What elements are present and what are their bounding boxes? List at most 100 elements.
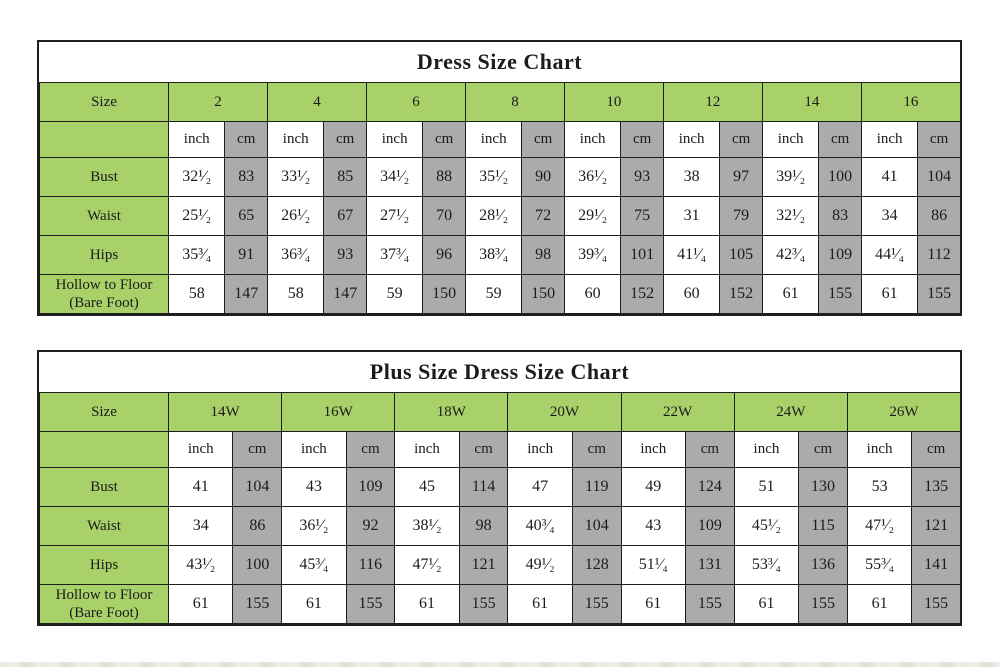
- unit-inch-cell: inch: [394, 431, 460, 468]
- cm-value-cell: 100: [232, 545, 283, 585]
- unit-cm-cell: cm: [323, 121, 367, 158]
- size-value-cell: 22W: [620, 392, 735, 432]
- unit-cm-cell: cm: [917, 121, 961, 158]
- cm-value-cell: 79: [719, 196, 763, 236]
- size-value-cell: 2: [168, 82, 268, 122]
- unit-cm-cell: cm: [232, 431, 283, 468]
- size-value-cell: 6: [365, 82, 466, 122]
- cm-value-cell: 86: [232, 506, 283, 546]
- cm-value-cell: 98: [521, 235, 565, 275]
- inch-value-cell: 58: [167, 274, 226, 314]
- cm-value-cell: 104: [917, 157, 961, 197]
- size-value-cell: 26W: [846, 392, 961, 432]
- unit-inch-cell: inch: [563, 121, 622, 158]
- cm-value-cell: 100: [818, 157, 862, 197]
- inch-value-cell: 47: [507, 467, 573, 507]
- unit-cm-cell: cm: [818, 121, 862, 158]
- inch-value-cell: 61: [167, 584, 234, 624]
- size-value-cell: 4: [266, 82, 367, 122]
- inch-value-cell: 32¹⁄₂: [761, 196, 820, 236]
- cm-value-cell: 112: [917, 235, 961, 275]
- measure-label-cell: Hollow to Floor (Bare Foot): [39, 584, 169, 624]
- measure-label-cell: Hollow to Floor (Bare Foot): [39, 274, 169, 314]
- cm-value-cell: 67: [323, 196, 367, 236]
- measure-label-cell: Hips: [39, 235, 169, 275]
- inch-value-cell: 40³⁄₄: [507, 506, 573, 546]
- inch-value-cell: 45¹⁄₂: [733, 506, 800, 546]
- cm-value-cell: 91: [224, 235, 268, 275]
- inch-value-cell: 38³⁄₄: [464, 235, 523, 275]
- unit-inch-cell: inch: [662, 121, 721, 158]
- cm-value-cell: 136: [798, 545, 848, 585]
- cm-value-cell: 155: [345, 584, 396, 624]
- inch-value-cell: 34: [167, 506, 234, 546]
- unit-cm-cell: cm: [422, 121, 466, 158]
- unit-inch-cell: inch: [266, 121, 325, 158]
- unit-cm-cell: cm: [521, 121, 565, 158]
- cm-value-cell: 114: [458, 467, 509, 507]
- size-value-cell: 14W: [167, 392, 283, 432]
- unit-cm-cell: cm: [571, 431, 622, 468]
- inch-value-cell: 41: [860, 157, 919, 197]
- cm-value-cell: 119: [571, 467, 622, 507]
- unit-inch-cell: inch: [167, 431, 234, 468]
- inch-value-cell: 49: [620, 467, 687, 507]
- cm-value-cell: 92: [345, 506, 396, 546]
- cm-value-cell: 101: [620, 235, 664, 275]
- unit-cm-cell: cm: [345, 431, 396, 468]
- unit-inch-cell: inch: [281, 431, 347, 468]
- size-value-cell: 10: [563, 82, 664, 122]
- inch-value-cell: 44¹⁄₄: [860, 235, 919, 275]
- cm-value-cell: 104: [232, 467, 283, 507]
- cm-value-cell: 131: [685, 545, 735, 585]
- cm-value-cell: 155: [917, 274, 961, 314]
- inch-value-cell: 37³⁄₄: [365, 235, 424, 275]
- cm-value-cell: 85: [323, 157, 367, 197]
- cm-value-cell: 147: [323, 274, 367, 314]
- cm-value-cell: 150: [422, 274, 466, 314]
- cm-value-cell: 83: [224, 157, 268, 197]
- unit-cm-cell: cm: [620, 121, 664, 158]
- cm-value-cell: 116: [345, 545, 396, 585]
- inch-value-cell: 61: [394, 584, 460, 624]
- inch-value-cell: 47¹⁄₂: [846, 506, 913, 546]
- unit-cm-cell: cm: [685, 431, 735, 468]
- inch-value-cell: 45: [394, 467, 460, 507]
- cm-value-cell: 155: [458, 584, 509, 624]
- photo-edge-strip: [0, 662, 1000, 667]
- cm-value-cell: 65: [224, 196, 268, 236]
- unit-inch-cell: inch: [464, 121, 523, 158]
- inch-value-cell: 32¹⁄₂: [167, 157, 226, 197]
- unit-spacer-cell: [39, 431, 169, 468]
- inch-value-cell: 34¹⁄₂: [365, 157, 424, 197]
- plus-size-dress-size-chart: Plus Size Dress Size Chart Size 14W 16W 18W…: [37, 350, 962, 626]
- inch-value-cell: 61: [281, 584, 347, 624]
- measure-label-cell: Bust: [39, 467, 169, 507]
- cm-value-cell: 155: [232, 584, 283, 624]
- cm-value-cell: 141: [911, 545, 961, 585]
- unit-cm-cell: cm: [911, 431, 961, 468]
- chart-title: Plus Size Dress Size Chart: [369, 359, 630, 384]
- cm-value-cell: 72: [521, 196, 565, 236]
- unit-inch-cell: inch: [860, 121, 919, 158]
- inch-value-cell: 34: [860, 196, 919, 236]
- size-value-cell: 16: [860, 82, 961, 122]
- inch-value-cell: 45³⁄₄: [281, 545, 347, 585]
- cm-value-cell: 90: [521, 157, 565, 197]
- inch-value-cell: 43¹⁄₂: [167, 545, 234, 585]
- cm-value-cell: 128: [571, 545, 622, 585]
- inch-value-cell: 61: [846, 584, 913, 624]
- cm-value-cell: 130: [798, 467, 848, 507]
- cm-value-cell: 124: [685, 467, 735, 507]
- size-value-cell: 14: [761, 82, 862, 122]
- inch-value-cell: 51: [733, 467, 800, 507]
- cm-value-cell: 147: [224, 274, 268, 314]
- cm-value-cell: 70: [422, 196, 466, 236]
- cm-value-cell: 155: [571, 584, 622, 624]
- unit-inch-cell: inch: [167, 121, 226, 158]
- cm-value-cell: 155: [818, 274, 862, 314]
- unit-inch-cell: inch: [733, 431, 800, 468]
- inch-value-cell: 38¹⁄₂: [394, 506, 460, 546]
- cm-value-cell: 155: [798, 584, 848, 624]
